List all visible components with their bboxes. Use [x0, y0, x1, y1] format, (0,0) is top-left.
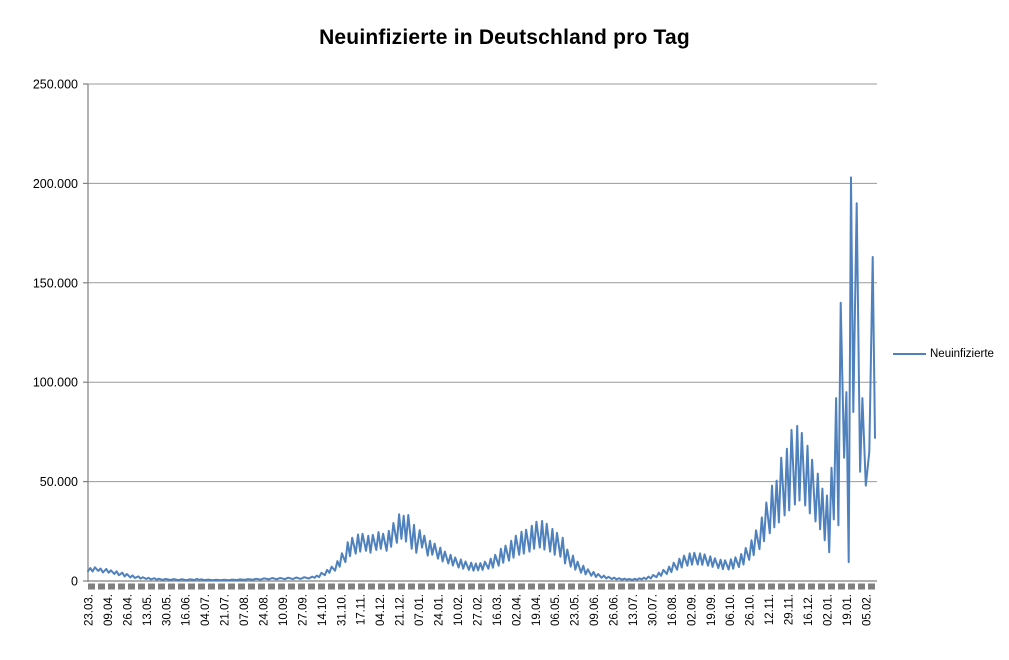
- x-axis-label: 31.10.: [336, 594, 348, 626]
- x-axis-label: 26.06.: [609, 594, 621, 626]
- x-axis-label: 07.01.: [414, 594, 426, 626]
- x-axis-label: 27.09.: [297, 594, 309, 626]
- x-axis-label: 26.10.: [745, 594, 757, 626]
- x-axis-label: 14.10.: [317, 594, 329, 626]
- x-axis-label: 13.07.: [628, 594, 640, 626]
- x-axis-label: 30.07.: [647, 594, 659, 626]
- x-axis-label: 23.03.: [84, 594, 96, 626]
- x-axis-label: 24.08.: [259, 594, 271, 626]
- x-axis-label: 09.06.: [589, 594, 601, 626]
- x-axis-label: 26.04.: [122, 594, 134, 626]
- y-axis-label: 250.000: [33, 78, 78, 92]
- x-axis-label: 05.02.: [861, 594, 873, 626]
- x-axis-label: 04.07.: [200, 594, 212, 626]
- y-axis-label: 200.000: [33, 177, 78, 191]
- legend-label: Neuinfizierte: [930, 348, 994, 360]
- x-axis-label: 30.05.: [161, 594, 173, 626]
- x-axis-label: 19.04.: [531, 594, 543, 626]
- x-axis-label: 04.12.: [375, 594, 387, 626]
- x-axis-label: 02.04.: [511, 594, 523, 626]
- x-axis-label: 13.05.: [142, 594, 154, 626]
- x-axis-label: 23.05.: [570, 594, 582, 626]
- chart-title: Neuinfizierte in Deutschland pro Tag: [319, 26, 690, 49]
- legend: Neuinfizierte: [893, 348, 994, 360]
- x-axis-label: 10.02.: [453, 594, 465, 626]
- y-axis-label: 50.000: [40, 475, 78, 489]
- x-axis-label: 09.04.: [103, 594, 115, 626]
- x-axis-label: 16.06.: [181, 594, 193, 626]
- x-axis-label: 06.05.: [550, 594, 562, 626]
- y-axis-label: 0: [71, 575, 78, 589]
- x-axis-label: 07.08.: [239, 594, 251, 626]
- x-axis-label: 12.11.: [764, 594, 776, 625]
- x-axis-label: 19.09.: [706, 594, 718, 626]
- x-axis-label: 06.10.: [725, 594, 737, 626]
- x-axis-label: 21.12.: [395, 594, 407, 626]
- x-axis-label: 16.12.: [803, 594, 815, 626]
- x-axis-label: 21.07.: [220, 594, 232, 626]
- y-axis-label: 150.000: [33, 276, 78, 290]
- x-axis-label: 02.09.: [686, 594, 698, 626]
- x-axis-label: 24.01.: [434, 594, 446, 626]
- x-axis-label: 16.03.: [492, 594, 504, 626]
- x-axis-label: 27.02.: [472, 594, 484, 626]
- x-axis-label: 16.08.: [667, 594, 679, 626]
- x-axis-label: 10.09.: [278, 594, 290, 626]
- data-line-neuinfizierte: [87, 176, 876, 582]
- legend-line-swatch: [893, 353, 926, 355]
- y-axis-label: 100.000: [33, 376, 78, 390]
- x-axis-label: 19.01.: [842, 594, 854, 626]
- x-axis-label: 29.11.: [784, 594, 796, 625]
- x-axis-label: 02.01.: [822, 594, 834, 626]
- x-axis-label: 17.11.: [356, 594, 368, 625]
